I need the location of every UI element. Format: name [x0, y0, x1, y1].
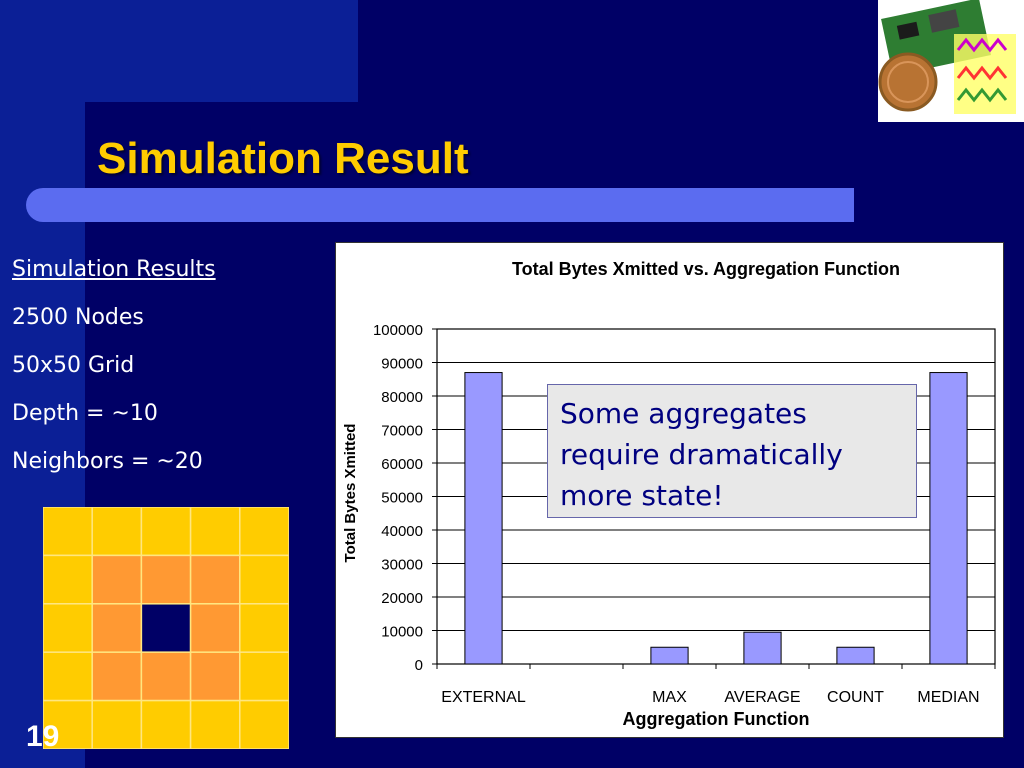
mote-logo-icon — [878, 0, 1016, 114]
y-tick-label: 60000 — [381, 456, 423, 473]
param-grid: 50x50 Grid — [12, 353, 135, 378]
grid-cell — [189, 699, 241, 749]
grid-cell — [91, 699, 143, 749]
mote-logo-image — [878, 0, 1024, 122]
callout-note: Some aggregates require dramatically mor… — [547, 384, 917, 518]
x-tick-label: COUNT — [827, 689, 884, 706]
decorative-top-block — [0, 0, 358, 102]
slide-title: Simulation Result — [97, 134, 469, 183]
grid-cell — [140, 554, 192, 605]
grid-cell — [140, 603, 192, 653]
grid-cell — [43, 603, 93, 653]
grid-cell — [189, 651, 241, 702]
grid-cell — [189, 554, 241, 605]
grid-cell — [189, 507, 241, 557]
grid-cell — [239, 603, 289, 653]
grid-cell — [140, 507, 192, 557]
y-tick-label: 40000 — [381, 523, 423, 540]
bar-external — [464, 372, 503, 665]
simulation-params-list: Simulation Results 2500 Nodes 50x50 Grid… — [12, 246, 312, 486]
grid-cell — [189, 603, 241, 653]
bar-average — [743, 631, 782, 665]
grid-cell — [91, 554, 143, 605]
grid-cell — [91, 651, 143, 702]
x-tick-label: AVERAGE — [724, 689, 800, 706]
param-depth: Depth = ~10 — [12, 401, 158, 426]
grid-cell — [239, 554, 289, 605]
grid-cell — [239, 651, 289, 702]
grid-cell — [91, 603, 143, 653]
grid-cell — [43, 651, 93, 702]
param-neighbors: Neighbors = ~20 — [12, 449, 203, 474]
y-tick-label: 30000 — [381, 557, 423, 574]
grid-depth-figure — [43, 507, 289, 749]
x-tick-label: MEDIAN — [917, 689, 979, 706]
grid-cell — [91, 507, 143, 557]
y-tick-label: 70000 — [381, 423, 423, 440]
x-tick-label: EXTERNAL — [441, 689, 526, 706]
bar-max — [650, 646, 689, 665]
title-backdrop — [85, 102, 1024, 198]
y-tick-label: 90000 — [381, 356, 423, 373]
grid-cell — [239, 507, 289, 557]
grid-cell — [239, 699, 289, 749]
grid-cell — [140, 699, 192, 749]
bar-median — [929, 372, 968, 665]
grid-cell — [43, 507, 93, 557]
y-tick-label: 20000 — [381, 590, 423, 607]
param-nodes: 2500 Nodes — [12, 305, 144, 330]
grid-cell — [140, 651, 192, 702]
y-axis-label: Total Bytes Xmitted — [342, 424, 359, 563]
y-tick-label: 50000 — [381, 490, 423, 507]
x-tick-label: MAX — [652, 689, 687, 706]
title-underline-bar — [26, 188, 854, 222]
x-axis-label: Aggregation Function — [623, 709, 810, 729]
y-tick-label: 100000 — [373, 322, 423, 339]
grid-cell — [43, 554, 93, 605]
y-tick-label: 80000 — [381, 389, 423, 406]
y-tick-label: 10000 — [381, 624, 423, 641]
params-header: Simulation Results — [12, 257, 216, 282]
chart-title: Total Bytes Xmitted vs. Aggregation Func… — [512, 259, 900, 279]
y-tick-label: 0 — [415, 657, 423, 674]
bar-count — [836, 646, 875, 665]
slide-number: 19 — [26, 720, 60, 753]
